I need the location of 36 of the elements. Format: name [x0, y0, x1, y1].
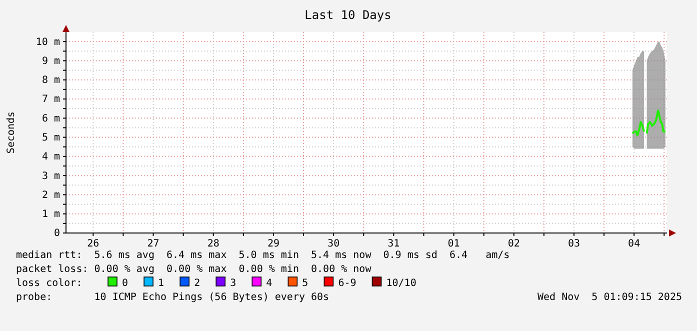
legend-label: 6-9	[338, 278, 356, 289]
y-tick-label: 7 m	[42, 94, 60, 106]
x-tick-label: 02	[508, 238, 520, 250]
legend-title: loss color:	[16, 278, 82, 289]
y-tick-label: 8 m	[42, 75, 60, 86]
legend-label: 4	[266, 278, 272, 289]
y-tick-label: 9 m	[42, 56, 60, 67]
y-tick-label: 2 m	[42, 190, 60, 201]
y-tick-label: 1 m	[42, 209, 60, 220]
x-tick-label: 03	[568, 238, 580, 250]
x-tick-label: 30	[328, 238, 340, 250]
x-tick-label: 26	[87, 238, 100, 250]
legend-label: 5	[302, 278, 308, 289]
y-tick-label: 4 m	[42, 152, 60, 163]
y-tick-label: 3 m	[42, 170, 60, 182]
x-tick-label: 29	[267, 238, 280, 250]
x-tick-label: 31	[388, 238, 400, 250]
legend-label: 2	[194, 278, 200, 289]
legend-label: 0	[122, 278, 128, 289]
y-tick-label: 0	[54, 228, 60, 240]
legend-label: 10/10	[386, 278, 416, 289]
y-tick-label: 6 m	[42, 113, 60, 124]
text: probe: 10 ICMP Echo Pings (56 Bytes) every 60s	[16, 292, 330, 303]
chart-title: Last 10 Days	[304, 8, 392, 22]
text: packet loss: 0.00 % avg 0.00 % max 0.00 % min 0.00 % now	[16, 264, 372, 275]
y-axis-title: Seconds	[6, 111, 17, 154]
text: median rtt: 5.6 ms avg 6.4 ms max 5.0 ms min 5.4 ms now 0.9 ms sd 6.4 am/s	[16, 250, 510, 261]
x-tick-label: 27	[147, 238, 160, 250]
x-tick-label: 04	[628, 238, 640, 250]
y-tick-label: 5 m	[42, 132, 60, 144]
legend-label: 1	[158, 278, 164, 289]
x-tick-label: 28	[207, 238, 220, 250]
x-tick-label: 01	[448, 238, 460, 250]
y-tick-label: 10 m	[36, 36, 60, 48]
text: Wed Nov 5 01:09:15 2025	[538, 292, 682, 303]
legend-label: 3	[230, 278, 236, 289]
